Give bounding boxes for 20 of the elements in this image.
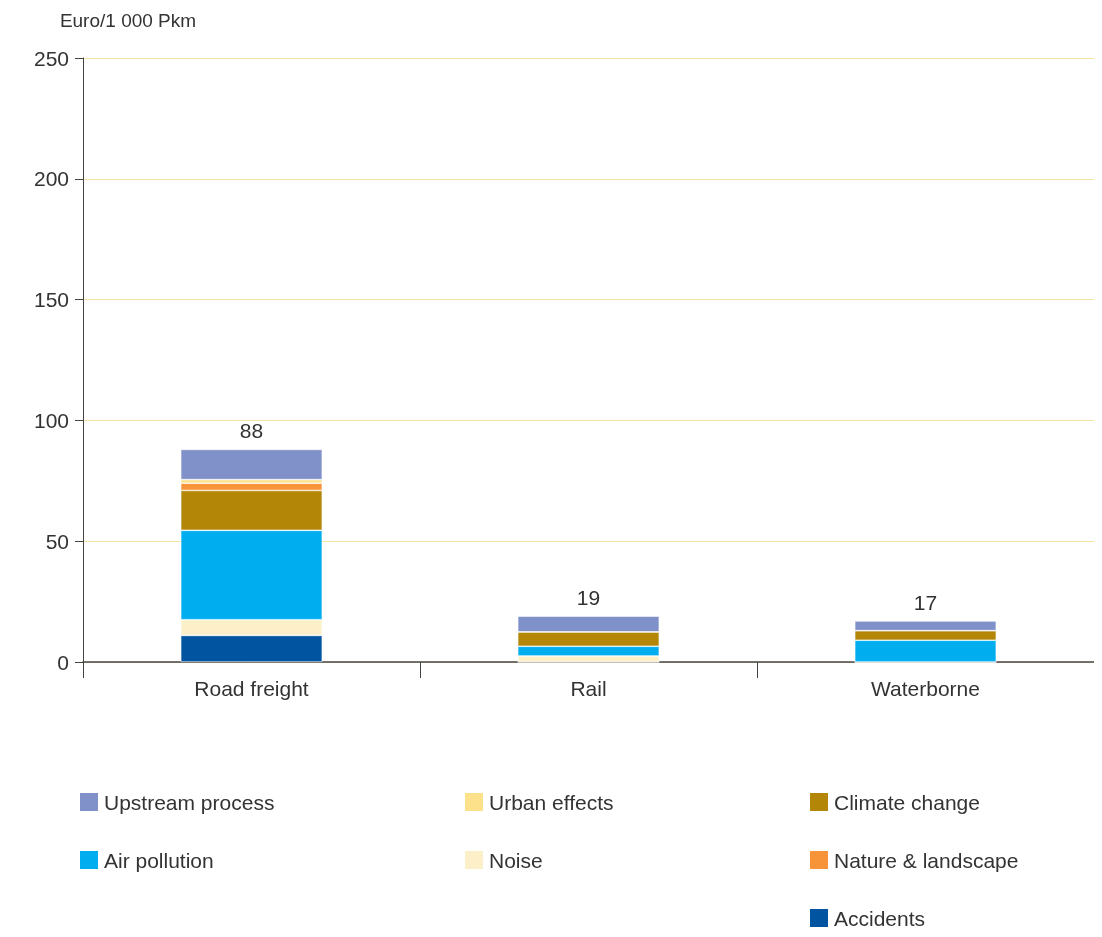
x-tick-label: Rail xyxy=(570,677,607,700)
y-tick-label: 200 xyxy=(33,167,69,191)
y-tick-label: 250 xyxy=(33,46,69,70)
legend-label: Upstream process xyxy=(104,790,275,814)
x-tick-label: Waterborne xyxy=(871,677,980,700)
y-axis-title: Euro/1 000 Pkm xyxy=(59,10,197,31)
legend-label: Urban effects xyxy=(489,790,614,814)
legend-label: Nature & landscape xyxy=(834,848,1019,872)
total-label: 19 xyxy=(576,586,601,610)
legend-label: Accidents xyxy=(834,906,926,930)
legend-label: Air pollution xyxy=(104,848,214,872)
total-label: 88 xyxy=(239,419,264,443)
y-tick-label: 0 xyxy=(57,650,69,674)
x-tick-label: Road freight xyxy=(194,677,309,700)
total-label: 17 xyxy=(913,590,938,614)
y-tick-label: 50 xyxy=(45,529,69,553)
y-tick-label: 100 xyxy=(33,408,69,432)
legend-label: Climate change xyxy=(834,790,980,814)
legend-label: Noise xyxy=(489,848,543,872)
y-tick-label: 150 xyxy=(33,288,69,312)
